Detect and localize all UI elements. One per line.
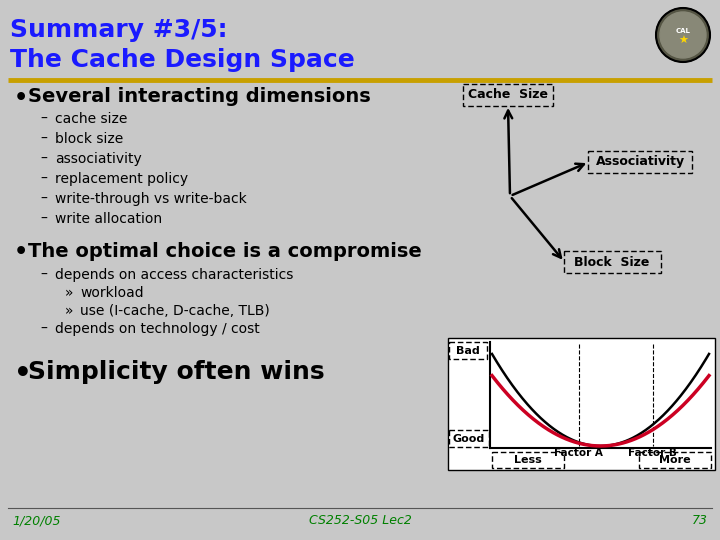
- Text: –: –: [40, 268, 47, 282]
- Text: »: »: [65, 286, 73, 300]
- Bar: [492, 452, 564, 468]
- Text: Bad: Bad: [456, 346, 480, 355]
- Text: Factor B: Factor B: [628, 448, 677, 458]
- Text: workload: workload: [80, 286, 143, 300]
- Text: Summary #3/5:: Summary #3/5:: [10, 18, 228, 42]
- Text: Block  Size: Block Size: [575, 255, 649, 268]
- Text: –: –: [40, 192, 47, 206]
- Circle shape: [656, 8, 710, 62]
- Bar: [448, 338, 715, 470]
- Text: Simplicity often wins: Simplicity often wins: [28, 360, 325, 384]
- Text: –: –: [40, 212, 47, 226]
- Text: replacement policy: replacement policy: [55, 172, 188, 186]
- Text: 73: 73: [692, 514, 708, 527]
- Text: write allocation: write allocation: [55, 212, 162, 226]
- Text: –: –: [40, 172, 47, 186]
- Text: CS252-S05 Lec2: CS252-S05 Lec2: [309, 514, 411, 527]
- Text: 1/20/05: 1/20/05: [12, 514, 60, 527]
- Text: associativity: associativity: [55, 152, 142, 166]
- Text: More: More: [660, 455, 690, 465]
- FancyBboxPatch shape: [463, 84, 553, 106]
- Text: The optimal choice is a compromise: The optimal choice is a compromise: [28, 242, 422, 261]
- Text: Less: Less: [514, 455, 542, 465]
- Text: block size: block size: [55, 132, 123, 146]
- Text: cache size: cache size: [55, 112, 127, 126]
- Text: Associativity: Associativity: [595, 156, 685, 168]
- Bar: [449, 342, 487, 359]
- Text: CAL: CAL: [675, 28, 690, 34]
- Text: use (I-cache, D-cache, TLB): use (I-cache, D-cache, TLB): [80, 304, 270, 318]
- Text: Good: Good: [453, 434, 485, 443]
- Text: –: –: [40, 322, 47, 336]
- Text: –: –: [40, 152, 47, 166]
- Text: The Cache Design Space: The Cache Design Space: [10, 48, 355, 72]
- Text: »: »: [65, 304, 73, 318]
- Text: Factor A: Factor A: [554, 448, 603, 458]
- Text: Several interacting dimensions: Several interacting dimensions: [28, 87, 371, 106]
- Bar: [639, 452, 711, 468]
- Text: ★: ★: [678, 36, 688, 46]
- Text: –: –: [40, 132, 47, 146]
- Text: •: •: [14, 242, 28, 262]
- Text: Cache  Size: Cache Size: [468, 89, 548, 102]
- Text: •: •: [14, 88, 28, 108]
- Text: •: •: [14, 360, 32, 388]
- FancyBboxPatch shape: [564, 251, 660, 273]
- Text: depends on access characteristics: depends on access characteristics: [55, 268, 293, 282]
- Text: depends on technology / cost: depends on technology / cost: [55, 322, 260, 336]
- Text: –: –: [40, 112, 47, 126]
- Bar: [449, 430, 489, 447]
- Circle shape: [660, 12, 706, 58]
- Text: write-through vs write-back: write-through vs write-back: [55, 192, 247, 206]
- FancyBboxPatch shape: [588, 151, 692, 173]
